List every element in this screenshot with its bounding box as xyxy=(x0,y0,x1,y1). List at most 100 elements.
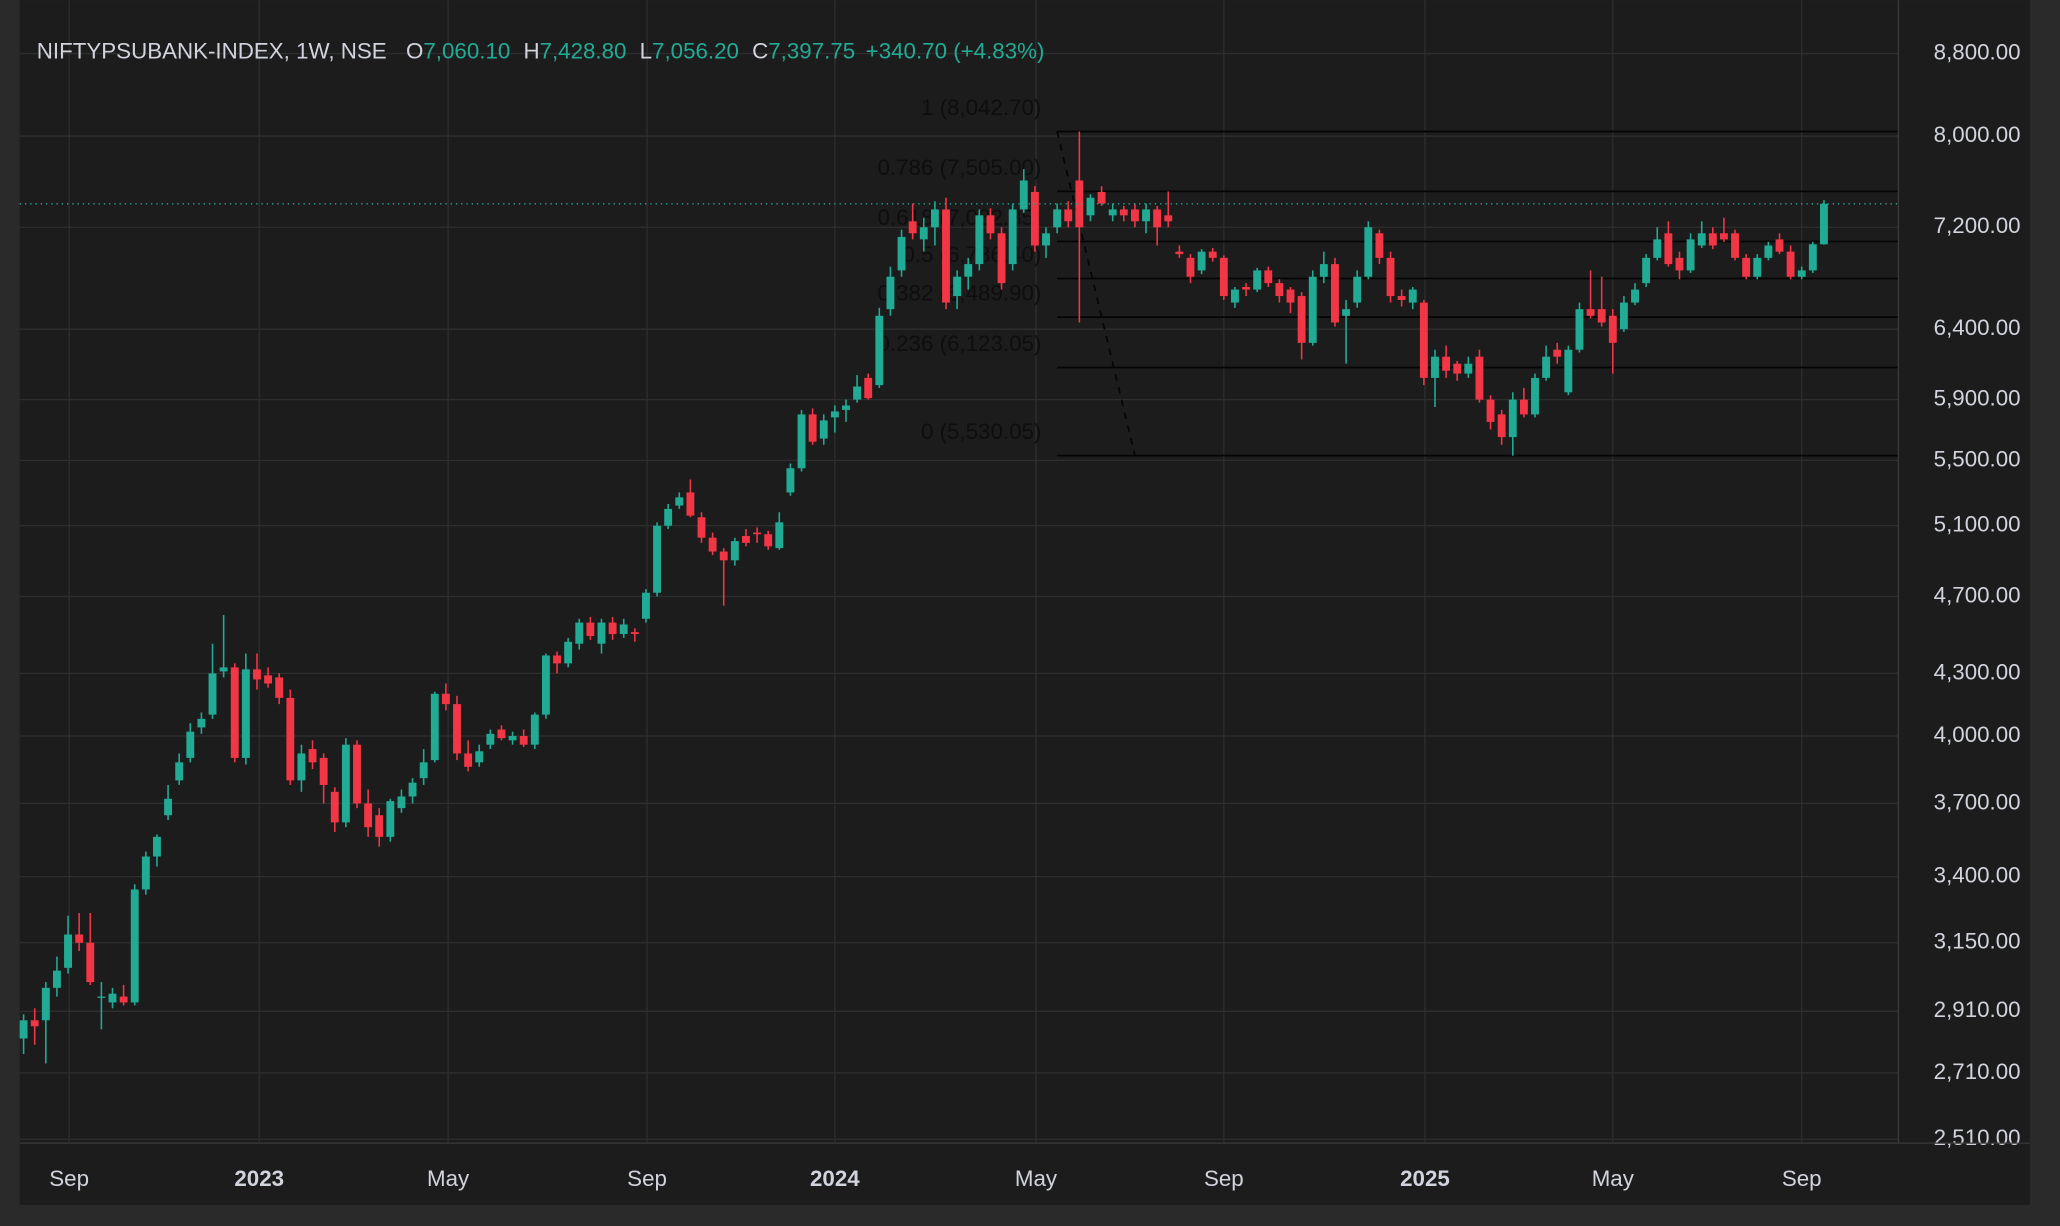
candle-body xyxy=(742,535,750,543)
candle-body xyxy=(1219,257,1228,297)
fib-label: 0 (5,530.05) xyxy=(921,419,1041,444)
x-tick-label: Sep xyxy=(1782,1166,1822,1191)
candle-body xyxy=(1531,377,1539,415)
candle-body xyxy=(541,655,550,715)
candle-body xyxy=(1175,251,1184,255)
candle-body xyxy=(1697,233,1706,246)
fib-label: 0.236 (6,123.05) xyxy=(877,331,1041,356)
y-tick-label: 5,100.00 xyxy=(1934,512,2021,537)
candle-body xyxy=(1086,197,1095,216)
y-tick-label: 6,400.00 xyxy=(1934,315,2021,340)
candle-body xyxy=(1264,270,1273,284)
candle-body xyxy=(153,836,161,857)
y-tick-label: 8,000.00 xyxy=(1934,122,2021,147)
candle-body xyxy=(641,592,650,619)
candle-body xyxy=(1130,209,1139,222)
candle-body xyxy=(664,508,673,526)
x-tick-label: Sep xyxy=(49,1166,89,1191)
x-tick-label: Sep xyxy=(1204,1166,1244,1191)
candle-body xyxy=(1342,309,1351,316)
candle-body xyxy=(1808,244,1817,271)
y-tick-label: 3,150.00 xyxy=(1934,929,2021,954)
x-tick-label: May xyxy=(1015,1166,1058,1191)
candle-body xyxy=(653,525,661,593)
candle-body xyxy=(1142,209,1150,222)
candle-body xyxy=(797,414,806,469)
candle-body xyxy=(486,733,495,745)
x-tick-label: Sep xyxy=(627,1166,667,1191)
candle-body xyxy=(364,803,373,828)
candle-body xyxy=(1431,356,1439,378)
candle-body xyxy=(1586,309,1595,316)
candle-body xyxy=(1619,302,1628,330)
candle-body xyxy=(1331,264,1339,323)
candle-body xyxy=(1742,257,1751,277)
candle-body xyxy=(19,1020,28,1039)
candle-body xyxy=(330,791,339,823)
candle-body xyxy=(1686,239,1695,271)
candle-body xyxy=(186,731,195,758)
candle-body xyxy=(253,669,261,680)
candle-body xyxy=(1631,289,1639,303)
ohlc-label: H xyxy=(523,39,539,64)
candle-body xyxy=(1030,191,1039,246)
candle-body xyxy=(897,236,906,271)
candle-body xyxy=(453,704,461,754)
candle-body xyxy=(130,889,139,1003)
header: NIFTYPSUBANK-INDEX, 1W, NSE O7,060.10 H7,… xyxy=(37,39,1045,64)
candle-body xyxy=(819,420,828,439)
candle-body xyxy=(1797,270,1806,277)
candle-body xyxy=(1575,309,1584,350)
candle-body xyxy=(86,942,95,983)
y-tick-label: 7,200.00 xyxy=(1934,213,2021,238)
x-tick-label: 2025 xyxy=(1400,1166,1450,1191)
candle-body xyxy=(764,534,773,547)
candle-body xyxy=(397,796,406,809)
candle-body xyxy=(64,934,72,968)
y-tick-label: 3,700.00 xyxy=(1934,789,2021,814)
candle-body xyxy=(1564,349,1573,393)
candle-body xyxy=(1519,399,1528,415)
y-tick-label: 8,800.00 xyxy=(1934,39,2021,64)
candle-body xyxy=(608,622,617,635)
candle-body xyxy=(141,856,150,890)
ohlc-label: C xyxy=(752,39,768,64)
candle-body xyxy=(553,655,561,664)
candle-body xyxy=(1653,239,1662,258)
axes: 8,800.00 8,000.00 7,200.00 6,400.00 5,900.00… xyxy=(19,0,2030,1191)
x-tick-label: May xyxy=(1592,1166,1635,1191)
candle-body xyxy=(853,386,862,400)
candle-body xyxy=(953,276,962,297)
candle-body xyxy=(1675,257,1684,271)
candle-body xyxy=(1208,251,1217,258)
fib-label: 0.5 (6,786.40) xyxy=(902,242,1041,267)
candle-body xyxy=(775,522,784,549)
candle-body xyxy=(630,632,639,635)
candle-body xyxy=(564,641,573,664)
candle-body xyxy=(264,675,273,684)
candle-body xyxy=(975,215,984,265)
candle-body xyxy=(697,517,706,538)
candle-body xyxy=(1419,302,1428,378)
candle-body xyxy=(508,735,517,741)
y-tick-label: 4,300.00 xyxy=(1934,659,2021,684)
candle-body xyxy=(1286,289,1295,303)
candle-body xyxy=(1275,283,1284,297)
ohlc-label: L xyxy=(640,39,652,64)
candle-body xyxy=(1308,276,1317,343)
candle-body xyxy=(1064,209,1073,222)
candle-body xyxy=(1397,296,1406,300)
candle-body xyxy=(1542,356,1551,378)
candle-body xyxy=(519,735,528,745)
candle-body xyxy=(75,934,84,943)
candle-body xyxy=(586,622,595,636)
candle-body xyxy=(1497,414,1506,438)
candle-body xyxy=(1164,215,1173,222)
candle-body xyxy=(1153,209,1162,228)
fib-label: 1 (8,042.70) xyxy=(921,95,1041,120)
candle-body xyxy=(964,264,973,277)
y-tick-label: 5,500.00 xyxy=(1934,446,2021,471)
fib-label: 0.786 (7,505.00) xyxy=(877,155,1041,180)
y-tick-label: 4,000.00 xyxy=(1934,722,2021,747)
